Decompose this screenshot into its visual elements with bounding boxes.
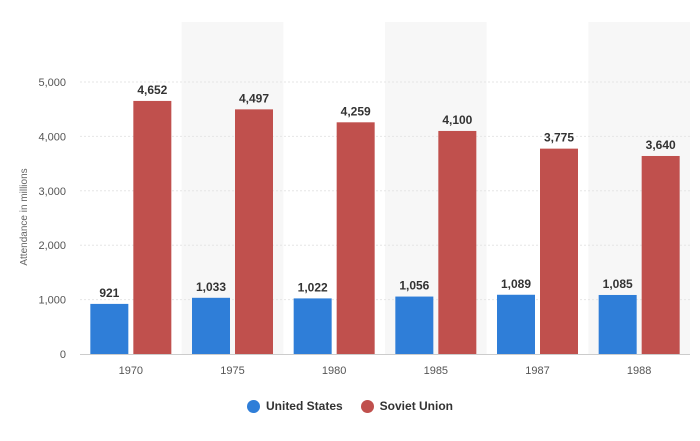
data-label-soviet-union-1980: 4,259	[341, 104, 371, 118]
bar-united-states-1985[interactable]	[395, 296, 434, 354]
data-label-united-states-1970: 921	[99, 286, 119, 300]
data-label-united-states-1988: 1,085	[603, 277, 633, 291]
y-tick-label-1000: 1,000	[38, 295, 66, 307]
data-label-soviet-union-1985: 4,100	[442, 113, 472, 127]
x-tick-label-1987: 1987	[525, 365, 549, 377]
data-labels: 921 4,652 1,033 4,497 1,022 4,259 1,056 4,100 1,…	[99, 83, 676, 300]
data-label-united-states-1985: 1,056	[399, 279, 429, 293]
data-label-united-states-1975: 1,033	[196, 280, 226, 294]
x-tick-label-1975: 1975	[220, 365, 244, 377]
data-label-soviet-union-1975: 4,497	[239, 91, 269, 105]
bar-soviet-union-1985[interactable]	[438, 130, 477, 354]
data-label-soviet-union-1970: 4,652	[137, 83, 167, 97]
y-tick-label-0: 0	[60, 349, 66, 361]
y-tick-label-5000: 5,000	[38, 77, 66, 89]
bar-united-states-1980[interactable]	[293, 298, 332, 354]
bar-soviet-union-1975[interactable]	[235, 109, 273, 355]
bar-soviet-union-1987[interactable]	[540, 148, 578, 354]
x-tick-label-1980: 1980	[322, 365, 346, 377]
x-axis-ticks: 1970 1975 1980 1985 1987 1988	[119, 365, 652, 377]
legend-label-united-states: United States	[265, 399, 343, 413]
data-label-soviet-union-1988: 3,640	[646, 138, 676, 152]
y-axis-ticks: 0 1,000 2,000 3,000 4,000 5,000	[38, 77, 66, 361]
x-tick-label-1988: 1988	[627, 365, 651, 377]
x-tick-label-1985: 1985	[424, 365, 448, 377]
y-tick-label-3000: 3,000	[38, 186, 66, 198]
legend-label-soviet-union: Soviet Union	[379, 399, 454, 413]
y-tick-label-2000: 2,000	[38, 240, 66, 252]
legend-dot-soviet-union	[360, 399, 374, 413]
x-tick-label-1970: 1970	[119, 365, 143, 377]
legend-item-united-states[interactable]: United States	[246, 399, 343, 413]
bar-soviet-union-1988[interactable]	[641, 155, 680, 354]
y-tick-label-4000: 4,000	[38, 131, 66, 143]
legend-item-soviet-union[interactable]: Soviet Union	[360, 399, 454, 413]
y-axis-label: Attendance in millions	[19, 168, 30, 265]
data-label-soviet-union-1987: 3,775	[544, 131, 574, 145]
bar-united-states-1970[interactable]	[90, 303, 129, 354]
bar-soviet-union-1970[interactable]	[133, 100, 172, 354]
data-label-united-states-1987: 1,089	[501, 277, 531, 291]
grid-lines	[80, 81, 690, 301]
bar-united-states-1987[interactable]	[497, 294, 535, 354]
bar-united-states-1975[interactable]	[192, 297, 230, 354]
legend: United States Soviet Union	[0, 399, 700, 413]
bars	[90, 100, 680, 355]
bar-united-states-1988[interactable]	[598, 294, 637, 354]
bar-soviet-union-1980[interactable]	[336, 122, 375, 355]
data-label-united-states-1980: 1,022	[298, 280, 328, 294]
legend-dot-united-states	[246, 399, 260, 413]
